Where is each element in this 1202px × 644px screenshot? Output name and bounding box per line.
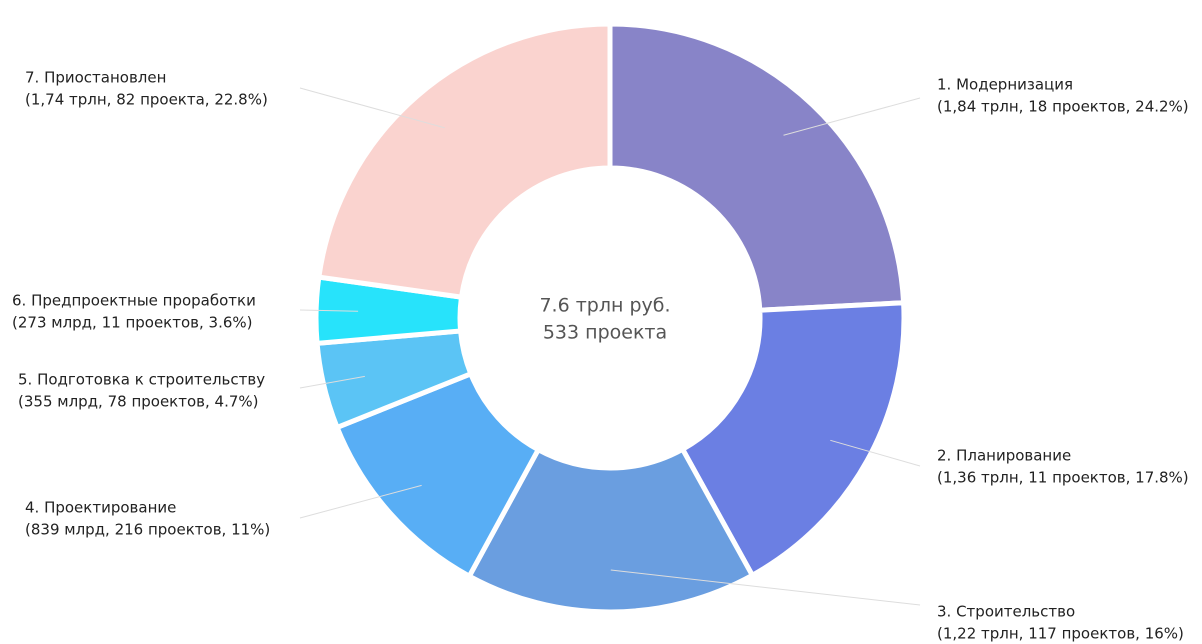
slice-value-label: (1,84 трлн, 18 проектов, 24.2%) bbox=[937, 98, 1189, 116]
slice-label: 2. Планирование bbox=[937, 447, 1071, 465]
slice-label: 5. Подготовка к строительству bbox=[18, 371, 265, 389]
leader-line bbox=[610, 569, 921, 606]
slice-value-label: (1,74 трлн, 82 проекта, 22.8%) bbox=[25, 91, 268, 109]
center-text: 533 проекта bbox=[543, 322, 667, 344]
slice bbox=[679, 300, 907, 579]
slice-label: 1. Модернизация bbox=[937, 76, 1073, 94]
leader-line bbox=[299, 309, 359, 312]
leader-line bbox=[783, 97, 921, 136]
leader-line bbox=[299, 87, 445, 129]
slice-value-label: (1,22 трлн, 117 проектов, 16%) bbox=[937, 625, 1184, 643]
center-text: 7.6 трлн руб. bbox=[539, 295, 670, 317]
slice-label: 4. Проектирование bbox=[25, 499, 176, 517]
slice-label: 7. Приостановлен bbox=[25, 69, 166, 87]
slice bbox=[607, 21, 907, 313]
slice-value-label: (839 млрд, 216 проектов, 11%) bbox=[25, 521, 270, 539]
slice bbox=[316, 21, 613, 300]
slice-value-label: (355 млрд, 78 проектов, 4.7%) bbox=[18, 393, 258, 411]
slice-value-label: (273 млрд, 11 проектов, 3.6%) bbox=[12, 314, 252, 332]
leader-line bbox=[830, 439, 921, 467]
slice-value-label: (1,36 трлн, 11 проектов, 17.8%) bbox=[937, 469, 1189, 487]
leader-line bbox=[299, 375, 365, 389]
slice-label: 3. Строительство bbox=[937, 603, 1075, 621]
leader-line bbox=[299, 484, 422, 519]
slice-label: 6. Предпроектные проработки bbox=[12, 292, 256, 310]
slice bbox=[465, 445, 756, 615]
